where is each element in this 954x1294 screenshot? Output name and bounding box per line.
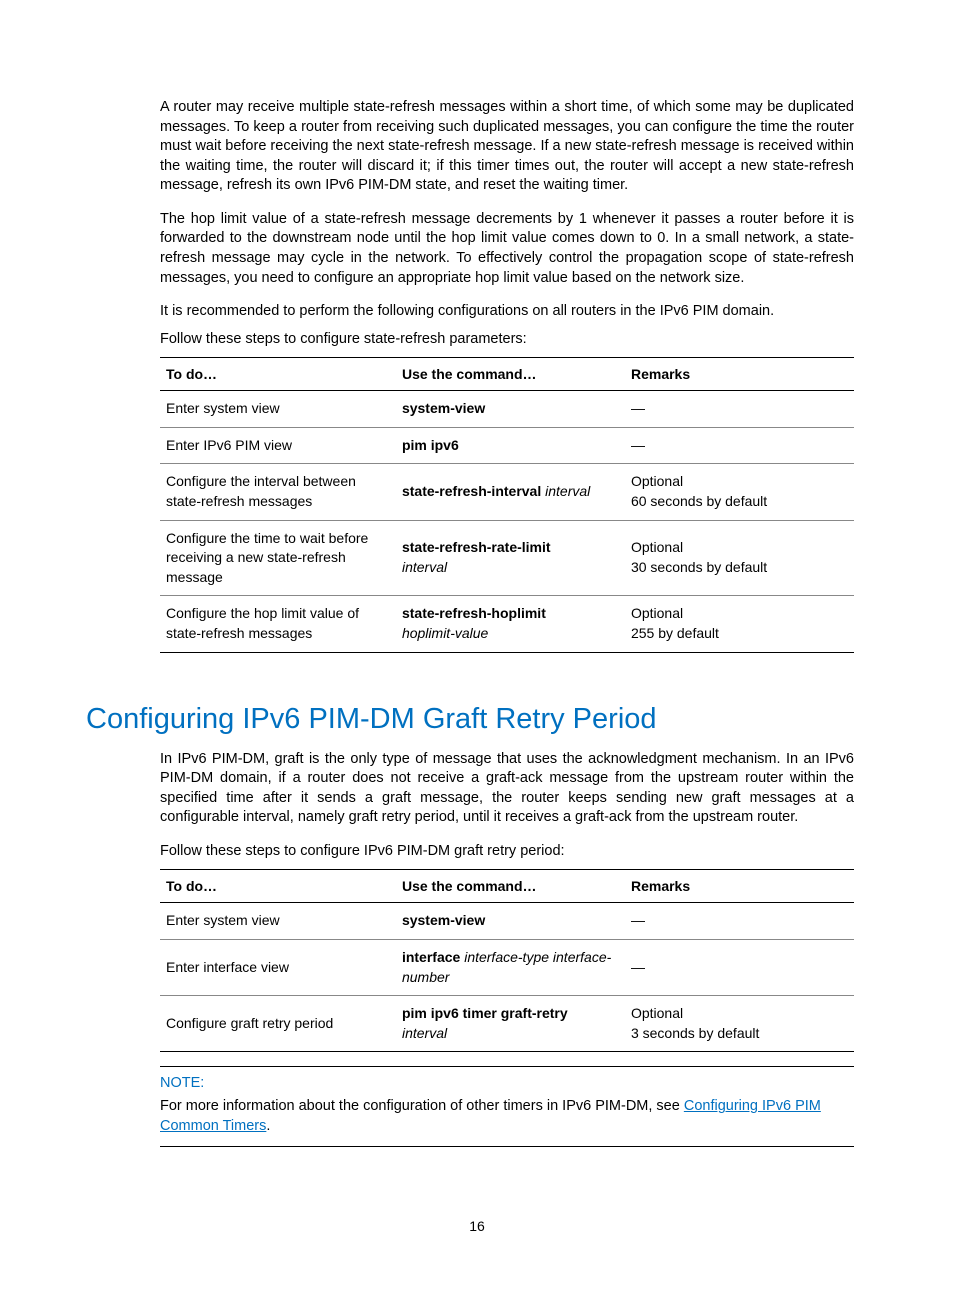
cell-remarks: — [625,391,854,428]
cell-command: pim ipv6 [396,427,625,464]
cell-remarks: — [625,903,854,940]
table2-header-remarks: Remarks [625,870,854,903]
table-row: Configure graft retry period pim ipv6 ti… [160,996,854,1052]
cell-todo: Configure graft retry period [160,996,396,1052]
table-row: Configure the interval between state-ref… [160,464,854,520]
table-row: Configure the hop limit value of state-r… [160,596,854,652]
table-row: Enter system view system-view — [160,391,854,428]
cell-remarks: Optional3 seconds by default [625,996,854,1052]
cell-remarks: Optional255 by default [625,596,854,652]
cell-todo: Enter IPv6 PIM view [160,427,396,464]
table-row: Enter interface view interface interface… [160,939,854,995]
note-text-post: . [266,1118,270,1134]
table1-header-remarks: Remarks [625,358,854,391]
table-row: Enter system view system-view — [160,903,854,940]
cell-remarks: — [625,427,854,464]
paragraph-1: A router may receive multiple state-refr… [160,98,854,196]
page-container: A router may receive multiple state-refr… [0,0,954,1294]
paragraph-5: In IPv6 PIM-DM, graft is the only type o… [160,750,854,828]
table1-header-command: Use the command… [396,358,625,391]
paragraph-4: Follow these steps to configure state-re… [160,330,854,350]
section-heading: Configuring IPv6 PIM-DM Graft Retry Peri… [86,703,854,736]
cell-command: interface interface-type interface-numbe… [396,939,625,995]
note-box: NOTE: For more information about the con… [160,1066,854,1147]
note-body: For more information about the configura… [160,1097,854,1136]
table-row: Configure the time to wait before receiv… [160,520,854,596]
note-label: NOTE: [160,1075,854,1091]
cell-command: pim ipv6 timer graft-retryinterval [396,996,625,1052]
paragraph-2: The hop limit value of a state-refresh m… [160,210,854,288]
cell-todo: Enter interface view [160,939,396,995]
cell-remarks: Optional60 seconds by default [625,464,854,520]
cell-command: system-view [396,391,625,428]
table1-header-todo: To do… [160,358,396,391]
cell-todo: Configure the interval between state-ref… [160,464,396,520]
cell-todo: Configure the hop limit value of state-r… [160,596,396,652]
table2-header-command: Use the command… [396,870,625,903]
table2-header-todo: To do… [160,870,396,903]
cell-todo: Enter system view [160,903,396,940]
cell-command: state-refresh-hoplimithoplimit-value [396,596,625,652]
cell-todo: Configure the time to wait before receiv… [160,520,396,596]
cell-command: system-view [396,903,625,940]
cell-remarks: — [625,939,854,995]
cell-remarks: Optional30 seconds by default [625,520,854,596]
state-refresh-table: To do… Use the command… Remarks Enter sy… [160,357,854,652]
table-row: Enter IPv6 PIM view pim ipv6 — [160,427,854,464]
page-number: 16 [0,1218,954,1234]
cell-command: state-refresh-rate-limitinterval [396,520,625,596]
graft-retry-table: To do… Use the command… Remarks Enter sy… [160,869,854,1052]
cell-command: state-refresh-interval interval [396,464,625,520]
paragraph-6: Follow these steps to configure IPv6 PIM… [160,842,854,862]
paragraph-3: It is recommended to perform the followi… [160,302,854,322]
cell-todo: Enter system view [160,391,396,428]
note-text-pre: For more information about the configura… [160,1098,684,1114]
